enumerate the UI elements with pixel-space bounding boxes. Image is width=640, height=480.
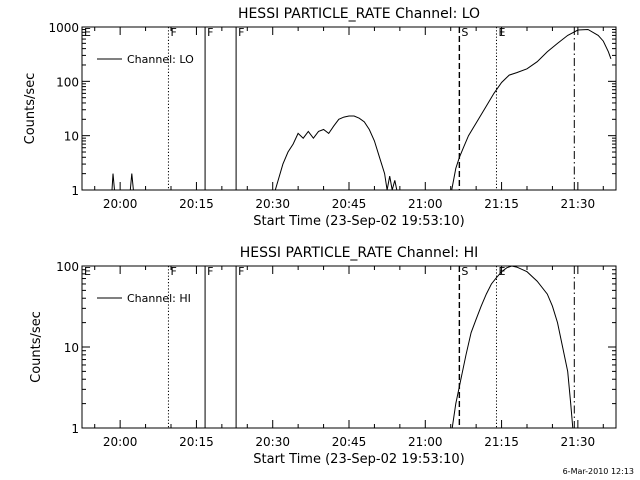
x-axis-label: Start Time (23-Sep-02 19:53:10) [253,214,464,229]
x-tick-label: 21:15 [484,197,519,211]
marker-label: F [170,265,176,278]
x-tick-label: 21:30 [561,435,596,449]
x-axis-label: Start Time (23-Sep-02 19:53:10) [253,452,464,467]
marker-label: F [170,26,176,39]
x-tick-label: 21:00 [408,197,443,211]
x-tick-label: 20:30 [255,197,290,211]
x-tick-label: 20:30 [255,435,290,449]
marker-label: E [84,265,91,278]
marker-label: F [207,26,213,39]
series-line [274,115,398,191]
panel-lo: HESSI PARTICLE_RATE Channel: LO 1 10 100 100… [23,6,617,229]
marker-label: E [498,26,505,39]
series-line [111,173,115,191]
x-tick-label: 21:15 [484,435,519,449]
y-tick-label: 100 [56,260,79,274]
marker-label: E [84,26,91,39]
y-axis-label: Counts/sec [23,73,38,145]
chart-title: HESSI PARTICLE_RATE Channel: HI [240,245,478,261]
marker-label: S [461,265,468,278]
y-tick-label: 100 [56,75,79,89]
x-tick-label: 20:45 [332,435,367,449]
x-tick-label: 20:00 [103,435,138,449]
x-tick-label: 20:00 [103,197,138,211]
series-line [451,265,574,429]
x-tick-label: 21:00 [408,435,443,449]
y-tick-label: 1 [71,184,79,198]
series-line [129,173,134,191]
x-tick-label: 20:45 [332,197,367,211]
y-tick-label: 10 [64,341,79,355]
timestamp-label: 6-Mar-2010 12:13 [563,467,634,476]
marker-label: F [207,265,213,278]
marker-label: F [238,26,244,39]
legend-label: Channel: HI [127,292,191,305]
x-tick-label: 21:30 [561,197,596,211]
y-tick-label: 1 [71,422,79,436]
panel-hi: HESSI PARTICLE_RATE Channel: HI 1 10 100 20:… [29,245,617,467]
chart-title: HESSI PARTICLE_RATE Channel: LO [238,6,480,22]
y-tick-label: 1000 [48,21,79,35]
marker-label: F [238,265,244,278]
marker-label: S [461,26,468,39]
series-line [451,28,612,191]
y-axis-label: Counts/sec [29,311,44,383]
y-tick-label: 10 [64,130,79,144]
x-tick-label: 20:15 [179,197,214,211]
x-tick-label: 20:15 [179,435,214,449]
legend-label: Channel: LO [127,53,194,66]
